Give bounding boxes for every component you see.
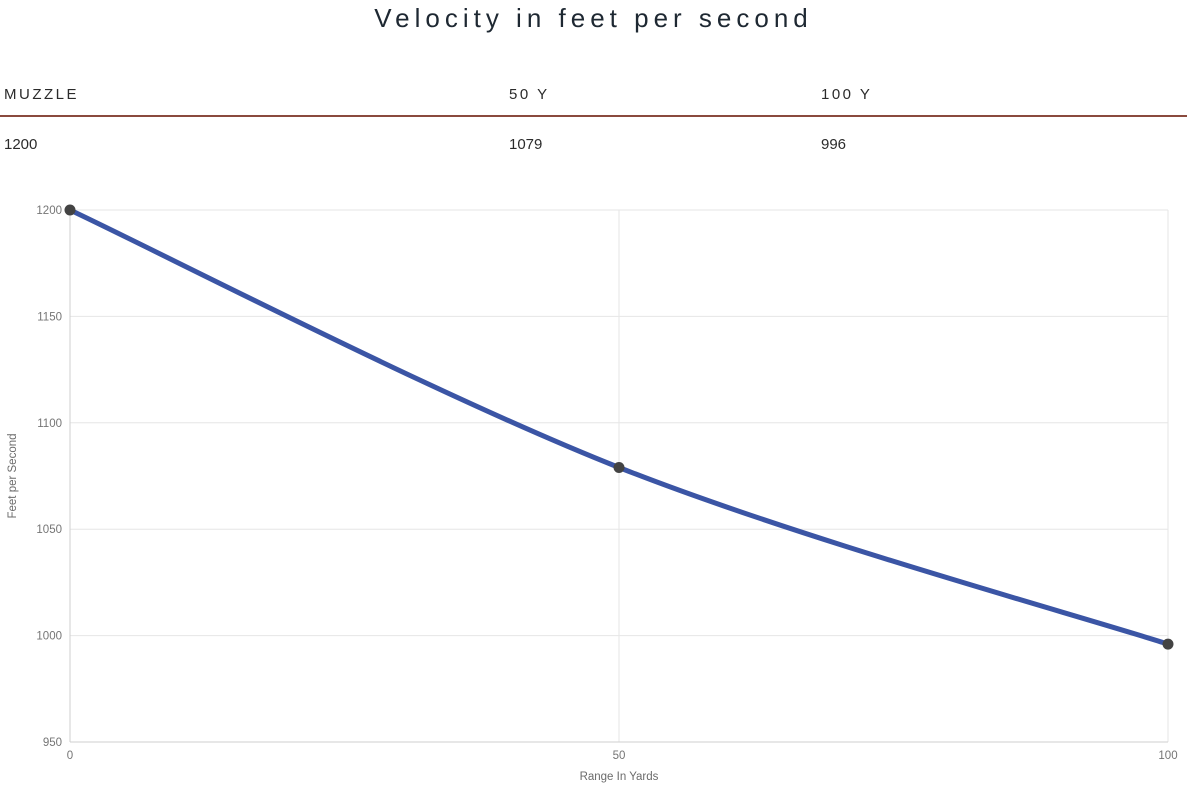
table-header-100y: 100 Y [821, 86, 873, 103]
x-tick-label: 100 [1158, 750, 1177, 762]
velocity-chart: 950 1000 1050 1100 1150 1200 0 50 100 Range In Ya… [0, 195, 1187, 791]
data-point[interactable] [64, 204, 76, 216]
table-value-row: 1200 1079 996 [0, 117, 1187, 153]
y-tick-label: 1200 [36, 205, 62, 217]
x-axis-title: Range In Yards [580, 771, 659, 783]
x-tick-label: 50 [613, 750, 626, 762]
y-tick-label: 1000 [36, 631, 62, 643]
velocity-table: MUZZLE 50 Y 100 Y 1200 1079 996 [0, 86, 1187, 153]
table-header-muzzle: MUZZLE [4, 86, 79, 103]
y-axis-title: Feet per Second [7, 433, 19, 518]
y-tick-label: 1100 [37, 418, 62, 430]
table-value-100y: 996 [821, 136, 847, 153]
y-tick-label: 1050 [36, 524, 62, 536]
data-point[interactable] [613, 461, 625, 473]
y-tick-label: 1150 [37, 311, 62, 323]
x-tick-label: 0 [67, 750, 73, 762]
table-value-muzzle: 1200 [4, 136, 38, 153]
table-divider [0, 115, 1187, 117]
data-point[interactable] [1162, 638, 1174, 650]
table-value-50y: 1079 [509, 136, 543, 153]
table-header-row: MUZZLE 50 Y 100 Y [0, 86, 1187, 115]
velocity-chart-svg: 950 1000 1050 1100 1150 1200 0 50 100 Range In Ya… [7, 204, 1178, 783]
y-tick-label: 950 [43, 737, 62, 749]
page-title: Velocity in feet per second [374, 3, 813, 33]
table-header-50y: 50 Y [509, 86, 550, 103]
